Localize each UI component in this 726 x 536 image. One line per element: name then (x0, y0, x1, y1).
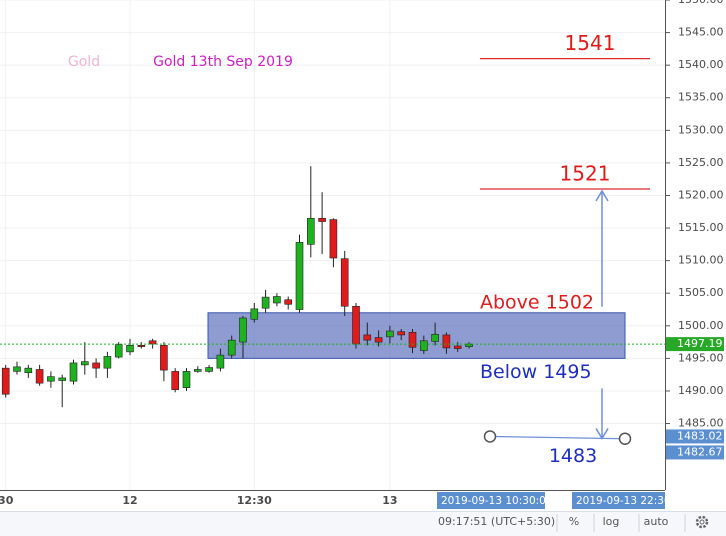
chart-title: Gold 13th Sep 2019 (153, 54, 293, 70)
settings-icon[interactable] (695, 515, 709, 529)
candle-body (352, 305, 360, 345)
candle-body (47, 376, 55, 382)
candle-body (295, 242, 304, 310)
x-marker-box (572, 492, 665, 509)
y-tick-label: 1500.00 (678, 319, 724, 332)
candle-body (397, 331, 406, 336)
last-price-box (666, 337, 724, 352)
candle-body (419, 340, 428, 351)
candle-body (340, 258, 349, 307)
y-tick-label: 1535.00 (678, 91, 724, 104)
candle-body (306, 217, 315, 245)
candle-body (194, 369, 202, 372)
x-tick-label: 12 (122, 494, 137, 507)
y-tick-label: 1520.00 (678, 188, 724, 201)
toolbar-button[interactable]: % (569, 515, 579, 528)
toolbar-button[interactable]: auto (644, 515, 669, 528)
symbol-label: Gold (68, 54, 100, 70)
y-tick-label: 1495.00 (678, 351, 724, 364)
y-tick-label: 1525.00 (678, 156, 724, 169)
trend-price-label: 1483.02 (677, 429, 723, 442)
candle-body (284, 299, 293, 305)
arrow-up-head (595, 189, 609, 202)
candle-body (13, 366, 21, 372)
zone-label-below: Below 1495 (480, 361, 592, 383)
y-tick-label: 1515.00 (678, 221, 724, 234)
candle-body (35, 369, 44, 384)
candle-body (103, 356, 112, 369)
candle-body (58, 377, 67, 381)
candle-body (227, 339, 236, 356)
candle-body (431, 333, 439, 342)
zone-rect (207, 312, 626, 359)
candle-body (126, 345, 134, 353)
trend-price-label: 1482.67 (677, 445, 723, 458)
y-tick-label: 1490.00 (678, 384, 724, 397)
zone-label-above: Above 1502 (480, 291, 594, 313)
x-marker-label: 2019-09-13 22:30:00 (576, 495, 688, 507)
candle-body (182, 371, 191, 388)
target-label: 1483 (549, 445, 597, 467)
candle-body (24, 367, 33, 374)
y-tick-label: 1530.00 (678, 123, 724, 136)
candle-body (386, 330, 394, 338)
level-label: 1541 (565, 31, 616, 55)
level-label: 1521 (560, 161, 611, 185)
candle-body (205, 367, 213, 372)
y-tick-label: 1540.00 (678, 58, 724, 71)
y-tick-label: 1485.00 (678, 417, 724, 430)
toolbar-time: 09:17:51 (UTC+5:30) (438, 515, 555, 528)
trend-price-box (666, 445, 724, 460)
candle-body (261, 296, 270, 309)
trend-price-box (666, 429, 724, 444)
candle-body (160, 345, 168, 371)
candle-body (239, 317, 247, 343)
candle-body (69, 362, 78, 382)
gear[interactable] (695, 515, 709, 529)
trend-handle (618, 432, 632, 445)
last-price-label: 1497.19 (677, 337, 723, 350)
candle-body (408, 332, 417, 348)
x-tick-label: 30 (0, 494, 14, 507)
gear-center[interactable] (699, 519, 705, 525)
x-marker-box (437, 492, 545, 509)
candle-body (453, 345, 462, 349)
y-tick-label: 1510.00 (678, 254, 724, 267)
candle-body (374, 337, 383, 343)
candle-body (148, 340, 157, 345)
candle-body (250, 308, 259, 320)
toolbar (0, 511, 726, 536)
candle-body (81, 361, 89, 366)
candle-body (171, 371, 179, 390)
candle-body (318, 217, 326, 222)
candle-body (1, 367, 10, 395)
trend-line (489, 435, 626, 440)
toolbar-button[interactable]: log (603, 515, 620, 528)
trend-handle (483, 430, 497, 443)
y-tick-label: 1505.00 (678, 286, 724, 299)
y-tick-label: 1550.00 (678, 0, 724, 6)
candle-body (273, 296, 281, 304)
candle-body (137, 345, 146, 347)
candle-body (329, 219, 338, 259)
axis-corner (666, 491, 726, 511)
candle-body (442, 334, 451, 349)
x-tick-label: 12:30 (237, 494, 272, 507)
candle-body (363, 334, 372, 341)
y-tick-label: 1545.00 (678, 26, 724, 39)
candle-body (216, 354, 225, 369)
candle-body (114, 344, 123, 358)
x-marker-label: 2019-09-13 10:30:00 (441, 495, 553, 507)
x-tick-label: 13 (382, 494, 397, 507)
candle-body (92, 362, 100, 369)
